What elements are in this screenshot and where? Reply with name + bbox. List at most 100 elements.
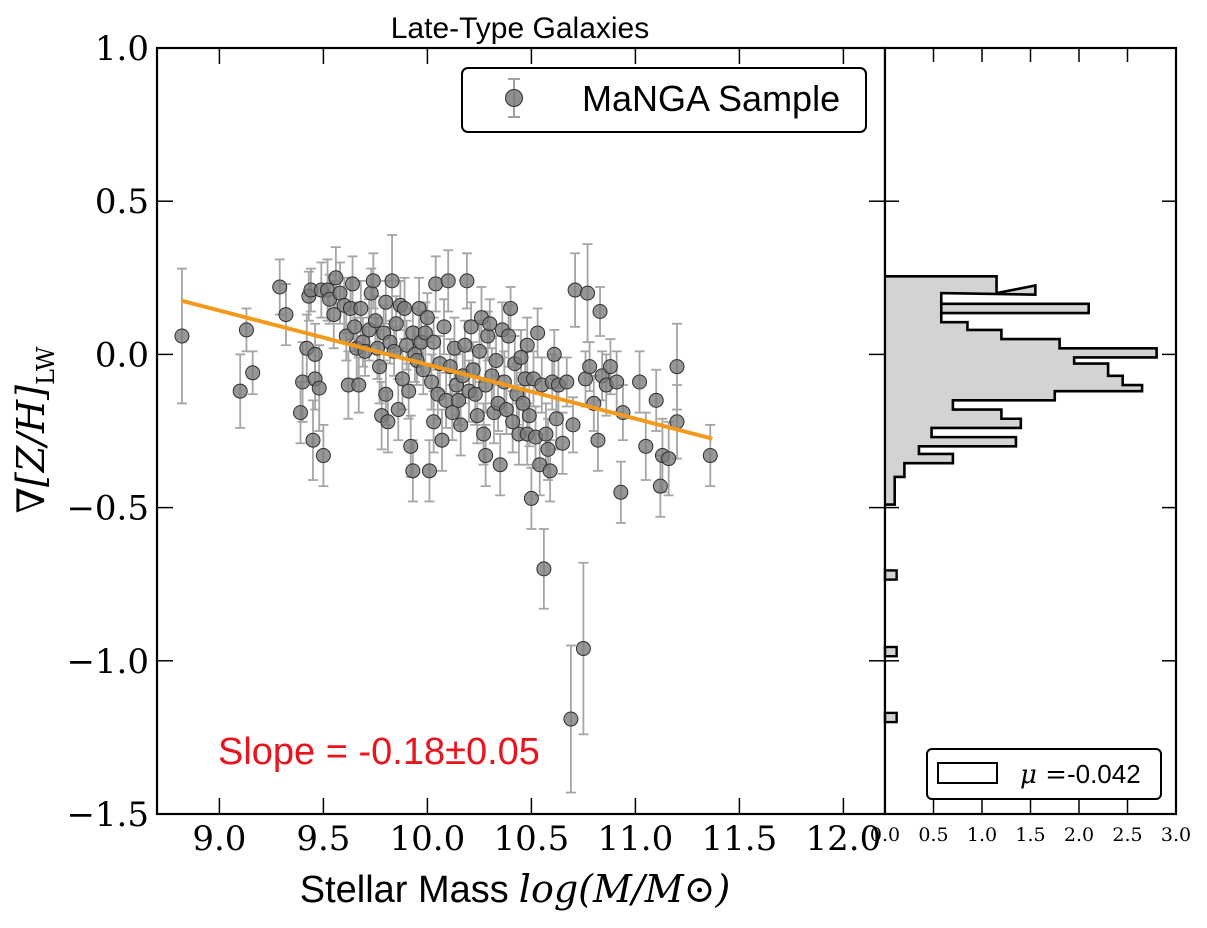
data-point — [702, 448, 718, 464]
data-point — [463, 319, 479, 335]
slope-annotation: Slope = -0.18±0.05 — [218, 731, 540, 773]
y-tick-label: 1.0 — [95, 29, 149, 69]
data-point — [372, 359, 388, 375]
data-point — [345, 276, 361, 292]
data-point — [530, 325, 546, 341]
data-point — [378, 386, 394, 402]
data-point — [548, 411, 564, 427]
data-point — [540, 441, 556, 457]
fit-line — [181, 298, 713, 441]
data-point — [436, 319, 452, 335]
data-point — [563, 711, 579, 727]
data-point — [521, 408, 537, 424]
data-point — [538, 426, 554, 442]
data-point — [380, 414, 396, 430]
x-tick-label: 12.0 — [806, 819, 882, 859]
data-point — [482, 316, 498, 332]
data-point — [638, 438, 654, 454]
histogram-x-tick-label: 0.0 — [870, 824, 900, 846]
data-point — [536, 561, 552, 577]
data-point — [405, 463, 421, 479]
histogram-bin — [883, 645, 898, 658]
histogram-outline — [885, 274, 1158, 506]
histogram-x-tick-label: 2.5 — [1112, 824, 1142, 846]
data-point — [426, 334, 442, 350]
data-point — [363, 285, 379, 301]
data-point — [238, 322, 254, 338]
data-point — [478, 448, 494, 464]
data-point — [351, 377, 367, 393]
histogram-bin — [883, 711, 898, 724]
data-point — [451, 392, 467, 408]
data-point — [365, 273, 381, 289]
data-point — [476, 426, 492, 442]
data-point — [421, 463, 437, 479]
y-tick-label: −1.0 — [66, 642, 149, 682]
main-legend-box — [461, 67, 867, 133]
data-point — [590, 432, 606, 448]
data-point — [403, 438, 419, 454]
histogram-x-tick-label: 1.5 — [1015, 824, 1045, 846]
data-point — [632, 374, 648, 390]
data-point — [575, 641, 591, 657]
data-point — [347, 319, 363, 335]
histogram-x-tick-label: 0.5 — [918, 824, 948, 846]
data-point — [378, 294, 394, 310]
data-point — [613, 484, 629, 500]
data-point — [513, 349, 529, 365]
data-point — [609, 374, 625, 390]
data-point — [555, 435, 571, 451]
y-tick-label: 0.5 — [95, 182, 149, 222]
data-point — [515, 395, 531, 411]
data-point — [311, 380, 327, 396]
data-point — [232, 383, 248, 399]
data-point — [652, 478, 668, 494]
data-point — [305, 432, 321, 448]
main-legend: MaNGA Sample — [461, 67, 867, 133]
x-axis-label: Stellar Mass log(M/M⊙) — [300, 867, 731, 911]
legend-marker — [505, 89, 523, 107]
data-point — [328, 270, 344, 286]
data-point — [394, 371, 410, 387]
data-point — [661, 451, 677, 467]
data-point — [648, 392, 664, 408]
y-tick-labels: 1.0 0.5 0.0 −0.5 −1.0 −1.5 — [66, 29, 149, 835]
data-point — [367, 313, 383, 329]
x-tick-label: 10.0 — [390, 819, 466, 859]
data-point — [459, 273, 475, 289]
data-point — [505, 414, 521, 430]
histogram-legend-box — [926, 748, 1162, 800]
data-point — [503, 300, 519, 316]
data-point — [272, 279, 288, 295]
data-point — [580, 285, 596, 301]
data-point — [542, 463, 558, 479]
data-point — [245, 365, 261, 381]
data-point — [565, 417, 581, 433]
histogram-legend: μ =-0.042 — [926, 748, 1162, 800]
data-point — [440, 273, 456, 289]
data-point — [567, 282, 583, 298]
histogram-legend-label: μ =-0.042 — [1020, 759, 1141, 790]
data-point — [295, 374, 311, 390]
histogram-x-tick-label: 3.0 — [1161, 824, 1191, 846]
x-tick-label: 10.5 — [494, 819, 570, 859]
histogram-bin — [883, 569, 898, 581]
y-tick-label: −1.5 — [66, 795, 149, 835]
data-point — [428, 276, 444, 292]
data-point — [353, 300, 369, 316]
x-tick-labels: 9.0 9.5 10.0 10.5 11.0 11.5 12.0 — [192, 819, 881, 859]
data-point — [434, 432, 450, 448]
histogram-frame — [883, 46, 1178, 816]
data-points — [174, 270, 718, 727]
x-tick-label: 11.0 — [598, 819, 674, 859]
legend-label: MaNGA Sample — [582, 78, 840, 119]
data-point — [419, 310, 435, 326]
data-point — [384, 273, 400, 289]
data-point — [424, 374, 440, 390]
histogram-x-tick-labels: 0.0 0.5 1.0 1.5 2.0 2.5 3.0 — [870, 824, 1191, 846]
y-axis-label: ∇[Z/H]LW — [9, 346, 60, 513]
data-point — [492, 457, 508, 473]
data-point — [488, 353, 504, 369]
data-point — [174, 328, 190, 344]
